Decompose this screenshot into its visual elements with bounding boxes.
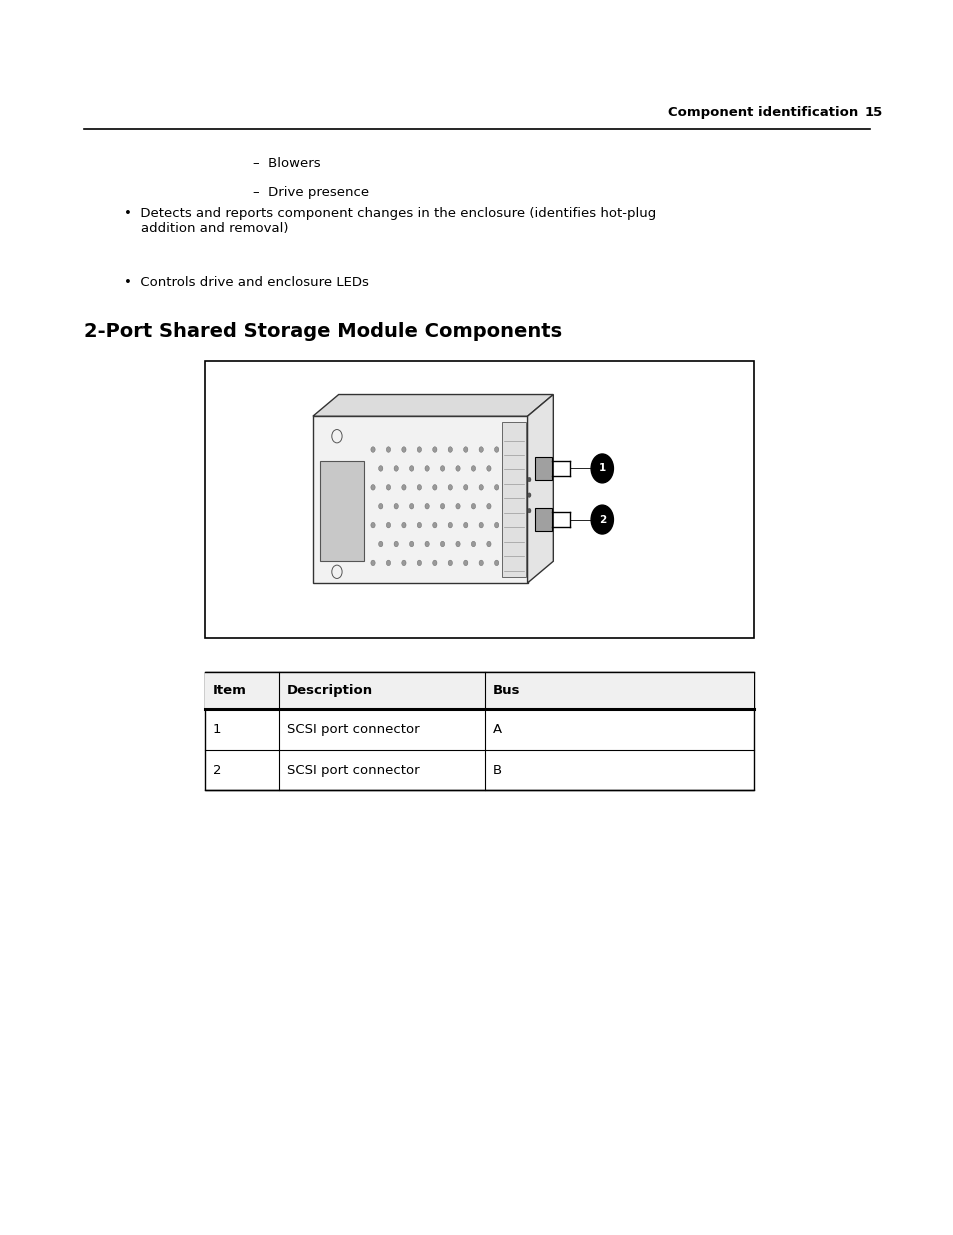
Circle shape	[409, 504, 414, 509]
Circle shape	[386, 561, 390, 566]
Circle shape	[471, 541, 476, 547]
Circle shape	[448, 522, 452, 527]
Circle shape	[456, 466, 459, 472]
Circle shape	[448, 561, 452, 566]
Circle shape	[486, 466, 491, 472]
Circle shape	[378, 466, 382, 472]
Circle shape	[394, 504, 398, 509]
Circle shape	[416, 447, 421, 452]
Text: 1: 1	[213, 722, 221, 736]
Bar	[535, 457, 552, 479]
Circle shape	[371, 484, 375, 490]
Circle shape	[409, 541, 414, 547]
Circle shape	[463, 447, 467, 452]
Circle shape	[527, 478, 531, 482]
Circle shape	[401, 522, 406, 527]
Circle shape	[486, 541, 491, 547]
Circle shape	[440, 504, 444, 509]
Text: A: A	[492, 722, 501, 736]
Circle shape	[424, 541, 429, 547]
Circle shape	[386, 522, 390, 527]
Circle shape	[371, 522, 375, 527]
Circle shape	[527, 509, 531, 513]
Circle shape	[416, 561, 421, 566]
Circle shape	[378, 504, 382, 509]
Circle shape	[501, 466, 506, 472]
Circle shape	[440, 466, 444, 472]
Circle shape	[478, 447, 483, 452]
Text: •  Controls drive and enclosure LEDs: • Controls drive and enclosure LEDs	[124, 275, 369, 289]
Text: 1: 1	[598, 463, 605, 473]
Circle shape	[463, 561, 467, 566]
Circle shape	[424, 504, 429, 509]
Circle shape	[448, 484, 452, 490]
Circle shape	[378, 541, 382, 547]
Text: SCSI port connector: SCSI port connector	[287, 722, 419, 736]
Circle shape	[527, 493, 531, 498]
Bar	[205, 361, 753, 638]
Polygon shape	[527, 394, 553, 583]
Text: 2: 2	[213, 763, 221, 777]
Circle shape	[591, 505, 613, 534]
Circle shape	[424, 466, 429, 472]
Text: Bus: Bus	[492, 684, 519, 697]
Circle shape	[463, 484, 467, 490]
Circle shape	[471, 504, 476, 509]
Circle shape	[416, 484, 421, 490]
Circle shape	[494, 522, 498, 527]
Circle shape	[433, 522, 436, 527]
Circle shape	[401, 561, 406, 566]
Circle shape	[463, 522, 467, 527]
Circle shape	[371, 561, 375, 566]
Text: –  Blowers: – Blowers	[253, 157, 320, 170]
Circle shape	[456, 541, 459, 547]
Circle shape	[433, 561, 436, 566]
Circle shape	[386, 447, 390, 452]
Text: Component identification: Component identification	[667, 106, 857, 120]
Bar	[205, 672, 753, 790]
Text: Description: Description	[287, 684, 373, 697]
Circle shape	[440, 541, 444, 547]
Text: 2: 2	[598, 515, 605, 525]
Bar	[205, 672, 753, 709]
Bar	[535, 509, 552, 531]
Circle shape	[433, 447, 436, 452]
Text: 2-Port Shared Storage Module Components: 2-Port Shared Storage Module Components	[84, 322, 561, 341]
Text: 15: 15	[863, 106, 882, 120]
Text: •  Detects and reports component changes in the enclosure (identifies hot-plug
 : • Detects and reports component changes …	[124, 206, 656, 235]
Circle shape	[416, 522, 421, 527]
Circle shape	[448, 447, 452, 452]
Circle shape	[591, 454, 613, 483]
Circle shape	[501, 504, 506, 509]
Circle shape	[486, 504, 491, 509]
Text: Item: Item	[213, 684, 247, 697]
Circle shape	[478, 484, 483, 490]
Text: –  Drive presence: – Drive presence	[253, 185, 369, 199]
Circle shape	[401, 447, 406, 452]
Circle shape	[394, 541, 398, 547]
Circle shape	[401, 484, 406, 490]
Circle shape	[371, 447, 375, 452]
Circle shape	[394, 466, 398, 472]
Circle shape	[494, 484, 498, 490]
Circle shape	[494, 561, 498, 566]
Polygon shape	[313, 394, 553, 416]
Circle shape	[501, 541, 506, 547]
Circle shape	[456, 504, 459, 509]
Text: SCSI port connector: SCSI port connector	[287, 763, 419, 777]
Bar	[313, 416, 527, 583]
Circle shape	[433, 484, 436, 490]
Circle shape	[471, 466, 476, 472]
Text: B: B	[492, 763, 501, 777]
Circle shape	[478, 561, 483, 566]
Circle shape	[478, 522, 483, 527]
Circle shape	[494, 447, 498, 452]
Circle shape	[409, 466, 414, 472]
Bar	[501, 422, 525, 577]
Bar	[319, 461, 364, 561]
Circle shape	[386, 484, 390, 490]
